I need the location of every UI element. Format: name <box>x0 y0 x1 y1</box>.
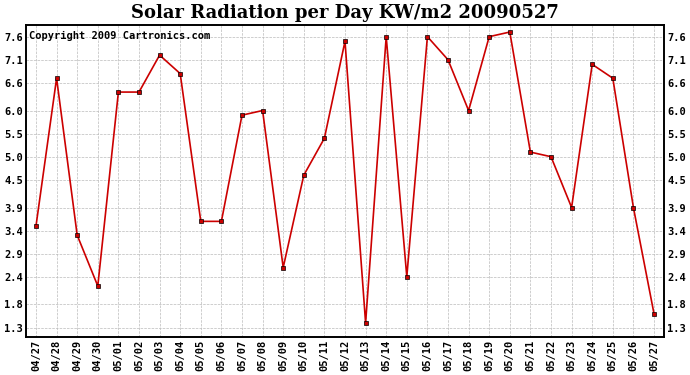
Title: Solar Radiation per Day KW/m2 20090527: Solar Radiation per Day KW/m2 20090527 <box>131 4 559 22</box>
Text: Copyright 2009 Cartronics.com: Copyright 2009 Cartronics.com <box>29 32 210 41</box>
